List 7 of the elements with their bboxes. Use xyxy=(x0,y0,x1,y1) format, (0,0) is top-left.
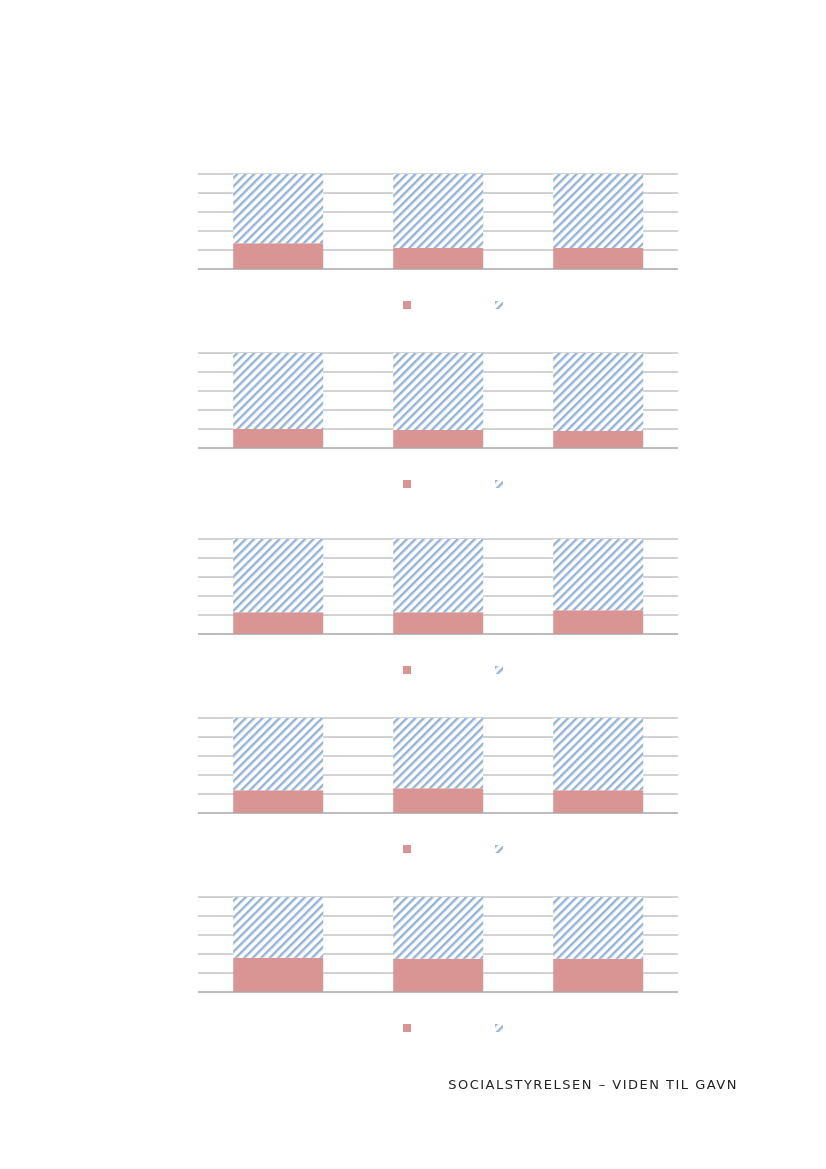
bar xyxy=(233,429,324,448)
bar xyxy=(233,353,324,429)
bar xyxy=(553,430,644,448)
bar xyxy=(393,429,484,448)
text: SOCIALSTYRELSEN – VIDEN TIL GAVN xyxy=(447,1077,738,1092)
bar xyxy=(553,353,644,431)
bar xyxy=(393,353,484,430)
